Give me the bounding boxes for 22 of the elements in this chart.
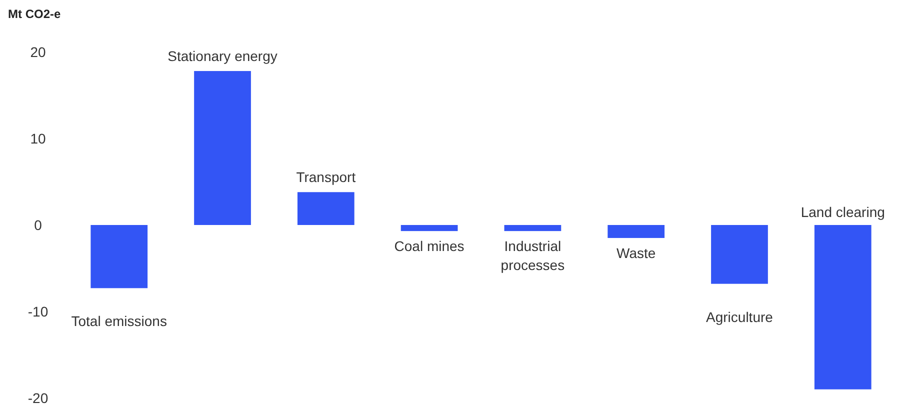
x-tick-label: Land clearing [800, 204, 885, 220]
y-tick-label: 0 [34, 216, 42, 233]
bar [90, 225, 148, 288]
y-tick-label: -20 [28, 390, 48, 406]
x-tick-label: Transport [296, 169, 356, 186]
x-tick-label: Stationary energy [168, 48, 278, 64]
y-axis-title: Mt CO2-e [8, 7, 61, 21]
y-tick-label: -10 [28, 303, 48, 320]
y-tick-label: 10 [30, 130, 46, 146]
bar [711, 225, 768, 284]
bar [814, 225, 872, 390]
y-tick-label: 20 [30, 44, 46, 60]
x-tick-label: Industrial processes [500, 238, 565, 274]
bar [608, 225, 665, 238]
bar [504, 225, 562, 232]
x-tick-label: Waste [616, 244, 656, 261]
bar [400, 225, 458, 232]
x-tick-label: Total emissions [71, 313, 167, 330]
bar [297, 192, 354, 225]
x-tick-label: Coal mines [394, 238, 464, 254]
x-tick-label: Agriculture [706, 308, 774, 325]
bar [194, 71, 251, 225]
